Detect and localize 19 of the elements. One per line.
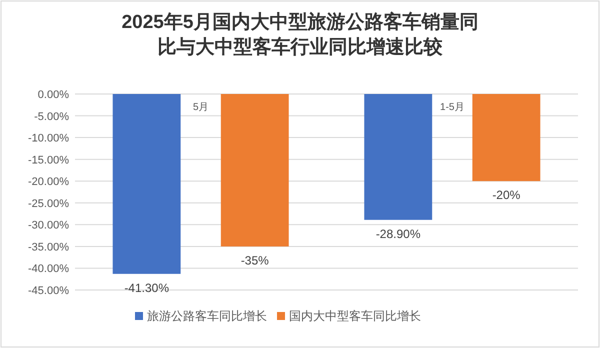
y-tick-label: 0.00% [38,89,70,101]
data-label: -28.90% [376,226,421,241]
y-tick-label: -45.00% [28,285,70,297]
x-tick-label: 1-5月 [440,102,464,113]
y-tick-label: -30.00% [28,220,70,232]
y-tick-label: -40.00% [28,263,70,276]
y-tick-label: -25.00% [28,198,70,210]
y-tick-label: -10.00% [28,132,70,145]
x-tick-label: 5月 [192,102,209,113]
data-label: -35% [240,253,270,268]
chart-title: 2025年5月国内大中型旅游公路客车销量同比与大中型客车行业同比增速比较 [122,11,478,58]
y-tick-label: -35.00% [28,241,70,254]
data-label: -20% [492,188,521,202]
legend-label: 旅游公路客车同比增长 [147,309,267,323]
y-tick-label: -5.00% [34,110,70,123]
legend-label: 国内大中型客车同比增长 [289,309,421,323]
y-tick-label: -15.00% [28,154,70,166]
y-tick-label: -20.00% [28,176,70,188]
data-label: -41.30% [124,280,170,295]
